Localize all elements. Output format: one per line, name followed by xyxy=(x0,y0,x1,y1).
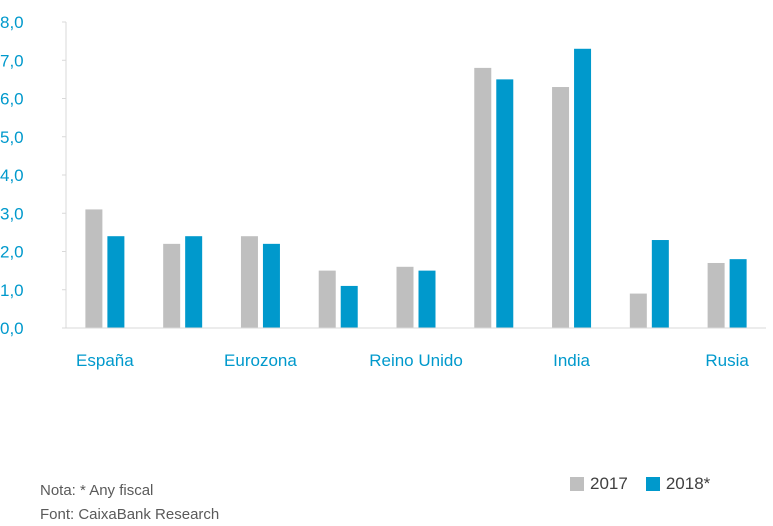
y-tick-label: 4,0 xyxy=(0,166,24,185)
y-tick-label: 3,0 xyxy=(0,204,24,223)
legend-swatch-2017 xyxy=(570,477,584,491)
x-tick-label: Reino Unido xyxy=(369,351,463,370)
y-tick-label: 5,0 xyxy=(0,128,24,147)
x-tick-label: Rusia xyxy=(705,351,749,370)
legend-swatch-2018 xyxy=(645,477,660,491)
bar-2017-8 xyxy=(707,262,725,328)
x-tick-label: Eurozona xyxy=(224,351,297,370)
legend: 2017 2018* xyxy=(570,474,728,494)
legend-item-2018: 2018* xyxy=(645,474,711,494)
bar-2018-8 xyxy=(729,259,747,328)
bar-2017-4 xyxy=(396,266,414,328)
footnote-source: Font: CaixaBank Research xyxy=(40,506,220,523)
bar-2017-3 xyxy=(318,270,336,328)
bar-2018-0 xyxy=(107,236,125,328)
bar-2017-0 xyxy=(85,209,103,328)
bar-2018-5 xyxy=(496,79,514,328)
bar-2017-5 xyxy=(474,67,492,329)
bar-2018-3 xyxy=(340,285,358,328)
legend-label-2017: 2017 xyxy=(590,474,628,493)
x-tick-label: España xyxy=(76,351,134,370)
legend-item-2017: 2017 xyxy=(570,474,628,494)
y-tick-label: 8,0 xyxy=(0,13,24,32)
legend-label-2018: 2018* xyxy=(665,474,711,493)
y-tick-label: 6,0 xyxy=(0,90,24,109)
bar-2017-7 xyxy=(629,293,647,328)
footnote-note: Nota: * Any fiscal xyxy=(40,482,154,499)
y-tick-label: 0,0 xyxy=(0,319,24,338)
y-tick-label: 1,0 xyxy=(0,281,24,300)
bar-2018-6 xyxy=(574,48,592,329)
y-tick-label: 7,0 xyxy=(0,51,24,70)
y-axis-ticks: 0,0 1,0 2,0 3,0 4,0 5,0 6,0 7,0 8,0 xyxy=(0,13,67,338)
bar-2018-2 xyxy=(262,243,280,328)
x-tick-label: India xyxy=(553,351,590,370)
bar-2017-6 xyxy=(552,87,570,329)
bar-2018-4 xyxy=(418,270,436,328)
y-tick-label: 2,0 xyxy=(0,243,24,262)
x-axis-labels: España Eurozona Reino Unido India Rusia xyxy=(76,351,749,370)
bar-2017-2 xyxy=(240,236,258,328)
bar-2018-1 xyxy=(185,236,203,328)
bar-2018-7 xyxy=(651,240,669,328)
bar-2017-1 xyxy=(163,243,181,328)
bar-series xyxy=(85,48,747,329)
